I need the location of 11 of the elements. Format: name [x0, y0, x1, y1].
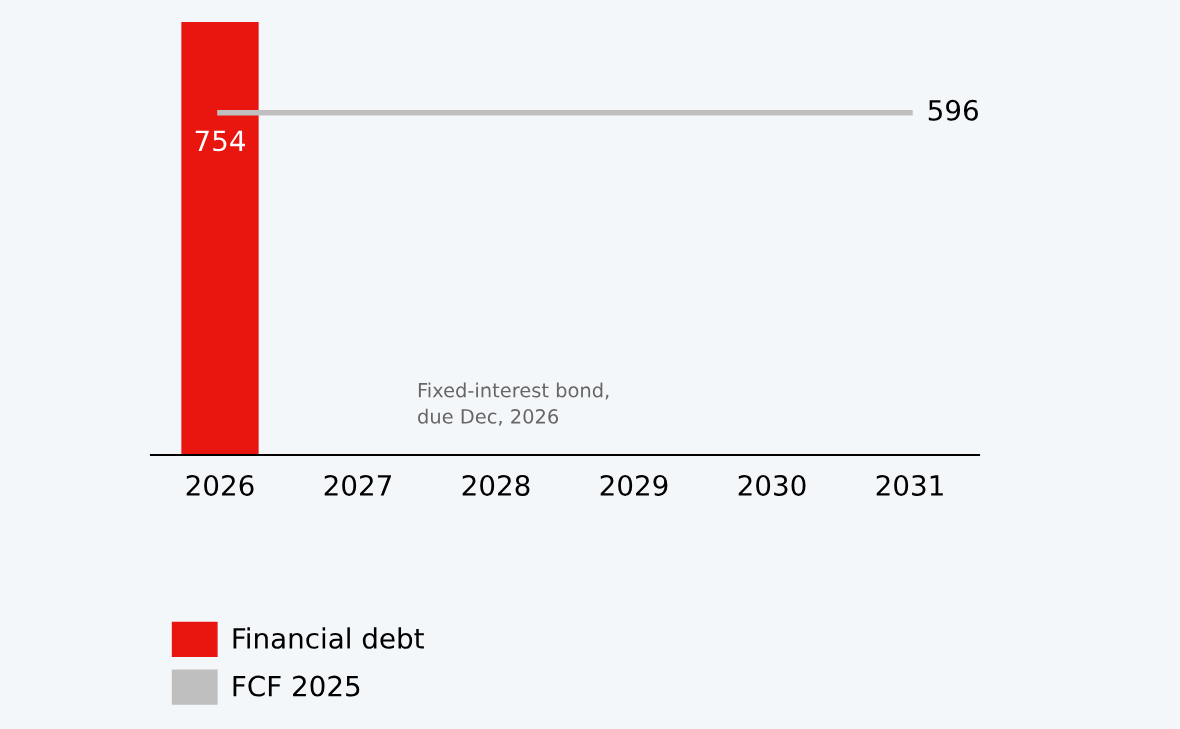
legend-label: Financial debt	[233, 627, 424, 649]
data-label: 754	[195, 130, 245, 152]
x-tick-label: 2029	[600, 474, 668, 496]
data-label: 596	[928, 99, 978, 121]
x-tick-label: 2031	[876, 474, 943, 496]
x-tick-label: 2027	[324, 474, 391, 496]
annotation: Fixed-interest bond, due Dec, 2026	[418, 382, 609, 426]
x-tick-label: 2030	[738, 474, 806, 496]
x-tick-label: 2026	[186, 474, 254, 496]
legend-label: FCF 2025	[233, 675, 360, 697]
x-tick-label: 2028	[462, 474, 530, 496]
